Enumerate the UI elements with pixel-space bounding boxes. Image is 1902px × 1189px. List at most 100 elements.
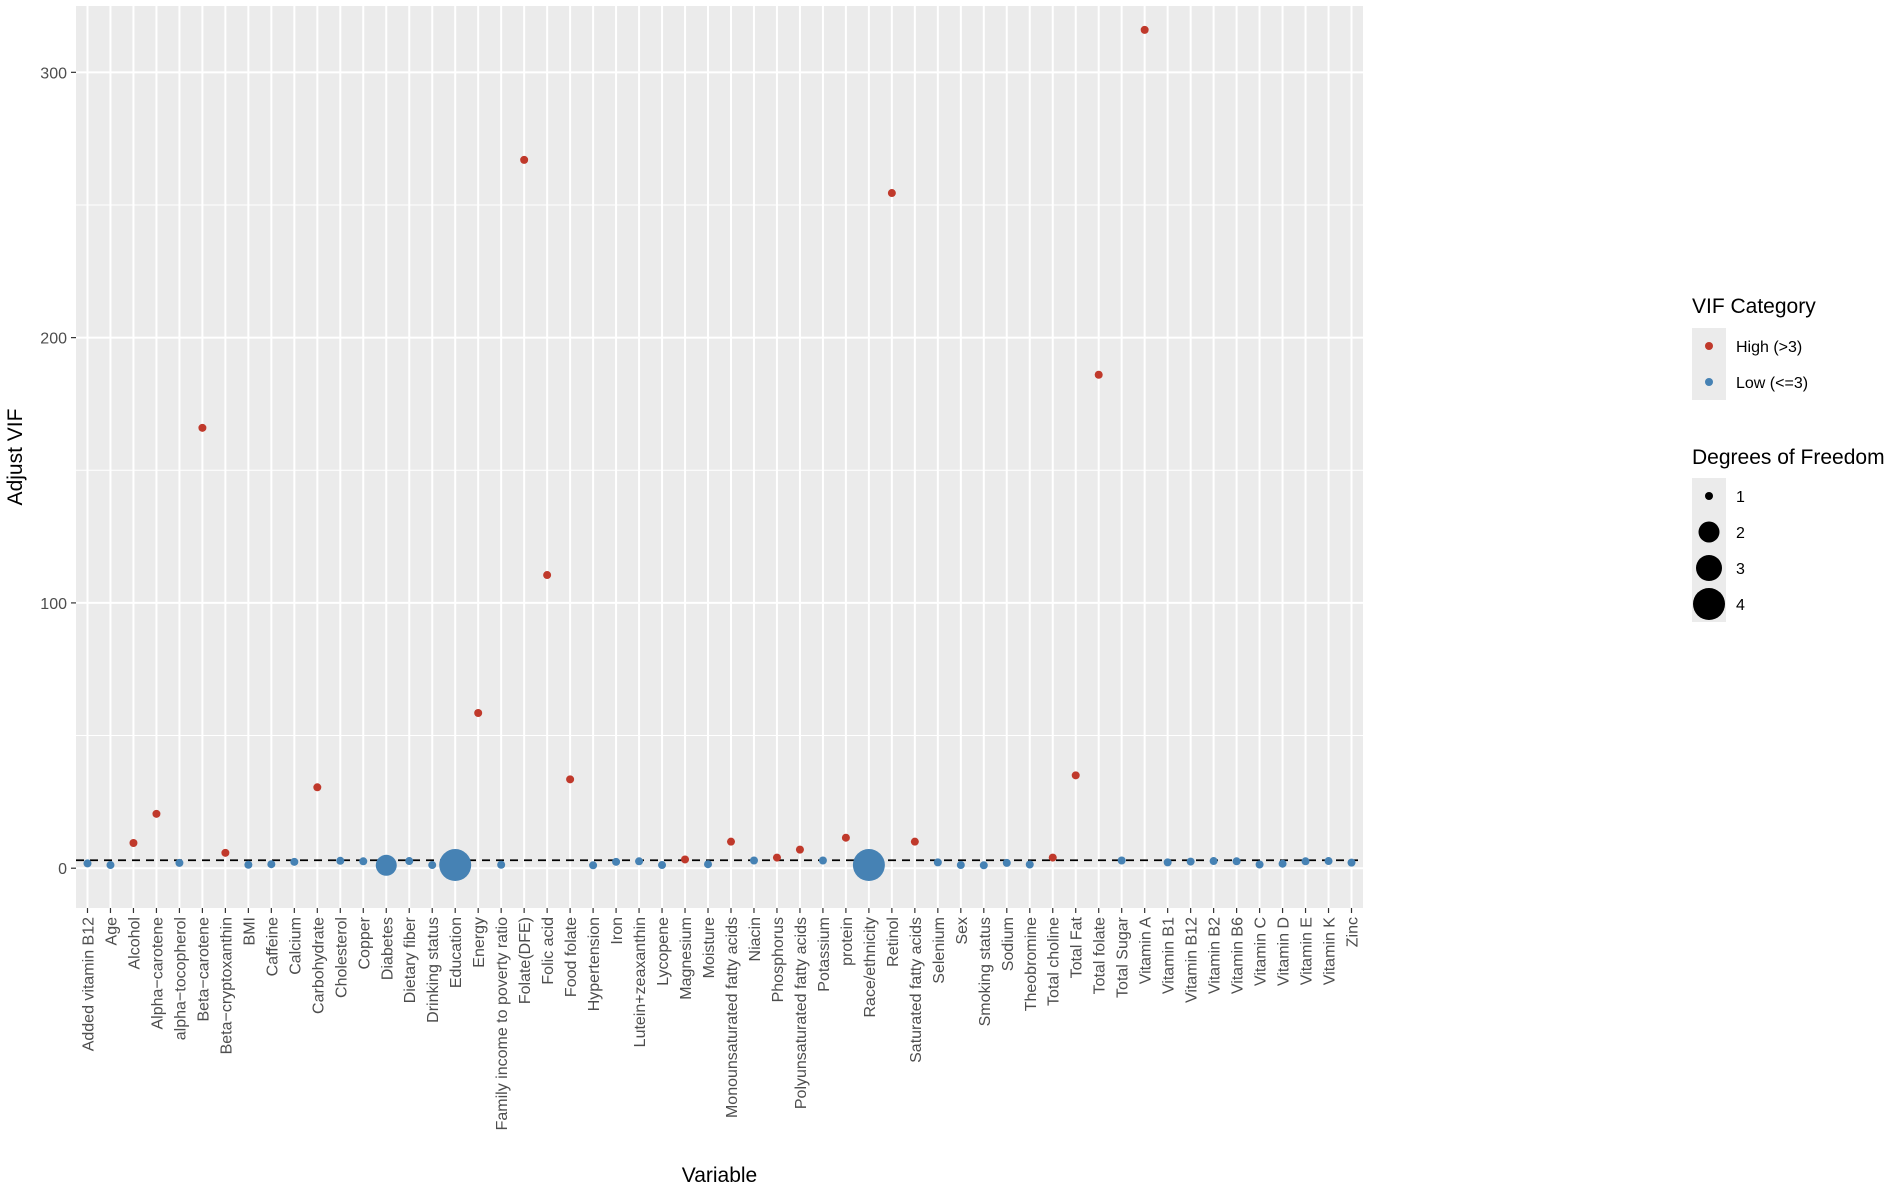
- x-tick-label: Age: [103, 917, 120, 946]
- data-point: [1324, 857, 1333, 866]
- legend-color-title: VIF Category: [1692, 295, 1816, 318]
- y-axis: 0 100 200 300: [40, 65, 76, 878]
- data-point: [1347, 858, 1356, 867]
- x-tick-label: Potassium: [816, 917, 833, 992]
- data-point: [106, 861, 115, 870]
- x-tick-label: Sodium: [1000, 917, 1017, 971]
- y-tick-label: 0: [58, 861, 67, 878]
- legend-size-swatch: [1696, 555, 1722, 581]
- data-point: [772, 853, 781, 862]
- legend-color-swatch: [1705, 342, 1713, 350]
- x-tick-label: Magnesium: [678, 917, 695, 1000]
- data-point: [1140, 25, 1149, 34]
- data-point: [267, 860, 276, 869]
- data-point: [428, 861, 437, 870]
- data-point: [681, 855, 690, 864]
- legend-size-label: 4: [1736, 597, 1745, 614]
- data-point: [979, 861, 988, 870]
- x-tick-label: Vitamin E: [1299, 917, 1316, 985]
- data-point: [910, 837, 919, 846]
- data-point: [612, 857, 621, 866]
- data-point: [1255, 860, 1264, 869]
- x-tick-label: Niacin: [747, 917, 764, 961]
- data-point: [221, 848, 230, 857]
- x-tick-label: Theobromine: [1023, 917, 1040, 1011]
- x-tick-label: Total folate: [1092, 917, 1109, 994]
- x-tick-label: Monounsaturated fatty acids: [724, 917, 741, 1118]
- data-point: [336, 856, 345, 865]
- x-tick-label: Caffeine: [264, 917, 281, 976]
- legend-color-label: Low (<=3): [1736, 375, 1808, 392]
- x-tick-label: Race/ethnicity: [862, 917, 879, 1018]
- x-tick-label: Iron: [609, 917, 626, 945]
- x-tick-label: Moisture: [701, 917, 718, 978]
- data-points: [83, 25, 1356, 882]
- legend-size-swatch: [1693, 588, 1725, 620]
- x-tick-label: Polyunsaturated fatty acids: [793, 917, 810, 1109]
- legend-size-items: 1 2 3 4: [1693, 489, 1745, 620]
- x-tick-label: Diabetes: [379, 917, 396, 980]
- y-tick-label: 200: [40, 331, 67, 348]
- x-tick-label: Sex: [954, 917, 971, 945]
- data-point: [290, 857, 299, 866]
- legend-size-label: 3: [1736, 561, 1745, 578]
- data-point: [1025, 860, 1034, 869]
- x-tick-label: Phosphorus: [770, 917, 787, 1002]
- data-point: [244, 860, 253, 869]
- data-point: [726, 837, 735, 846]
- x-tick-label: Lycopene: [655, 917, 672, 986]
- x-tick-label: Alcohol: [126, 917, 143, 969]
- x-axis: Added vitamin B12 Age Alcohol Alpha−caroten…: [80, 908, 1362, 1131]
- legend-size-swatch: [1698, 521, 1720, 543]
- y-axis-title: Adjust VIF: [4, 409, 27, 506]
- x-tick-label: Calcium: [287, 917, 304, 975]
- x-tick-label: Total Sugar: [1115, 916, 1132, 998]
- data-point: [198, 423, 207, 432]
- data-point: [1186, 857, 1195, 866]
- legend-color-swatch: [1705, 378, 1713, 386]
- x-tick-label: Vitamin B6: [1230, 917, 1247, 994]
- x-tick-label: Zinc: [1345, 917, 1362, 947]
- x-tick-label: Hypertension: [586, 917, 603, 1011]
- data-point: [749, 856, 758, 865]
- data-point: [1163, 858, 1172, 867]
- data-point: [1094, 370, 1103, 379]
- data-point: [1071, 771, 1080, 780]
- data-point: [704, 860, 713, 869]
- data-point: [152, 809, 161, 818]
- x-tick-label: Vitamin B1: [1161, 917, 1178, 994]
- data-point: [795, 845, 804, 854]
- x-tick-label: protein: [839, 917, 856, 966]
- x-tick-label: Alpha−carotene: [149, 917, 166, 1030]
- legend-size-label: 2: [1736, 525, 1745, 542]
- data-point: [439, 849, 472, 882]
- legend-size-title: Degrees of Freedom: [1692, 446, 1885, 469]
- legend-size-swatch: [1705, 492, 1713, 500]
- x-tick-label: Vitamin A: [1138, 917, 1155, 985]
- data-point: [1232, 857, 1241, 866]
- x-tick-label: Food folate: [563, 917, 580, 997]
- x-tick-label: Folate(DFE): [517, 917, 534, 1004]
- y-tick-label: 300: [40, 65, 67, 82]
- x-tick-label: alpha−tocopherol: [172, 917, 189, 1040]
- data-point: [1301, 857, 1310, 866]
- x-tick-label: Folic acid: [540, 917, 557, 985]
- legend: VIF Category High (>3) Low (<=3) Degrees …: [1692, 295, 1885, 622]
- data-point: [129, 839, 138, 848]
- data-point: [83, 859, 92, 868]
- data-point: [841, 833, 850, 842]
- x-tick-label: Vitamin C: [1253, 917, 1270, 986]
- x-tick-label: Selenium: [931, 917, 948, 984]
- x-tick-label: BMI: [241, 917, 258, 945]
- data-point: [852, 849, 885, 882]
- data-point: [1209, 857, 1218, 866]
- x-tick-label: Family income to poverty ratio: [494, 917, 511, 1131]
- data-point: [1117, 856, 1126, 865]
- x-tick-label: Dietary fiber: [402, 916, 419, 1003]
- x-tick-label: Vitamin K: [1322, 917, 1339, 986]
- x-tick-label: Saturated fatty acids: [908, 917, 925, 1063]
- legend-color-label: High (>3): [1736, 339, 1802, 356]
- x-tick-label: Drinking status: [425, 917, 442, 1023]
- data-point: [1048, 853, 1057, 862]
